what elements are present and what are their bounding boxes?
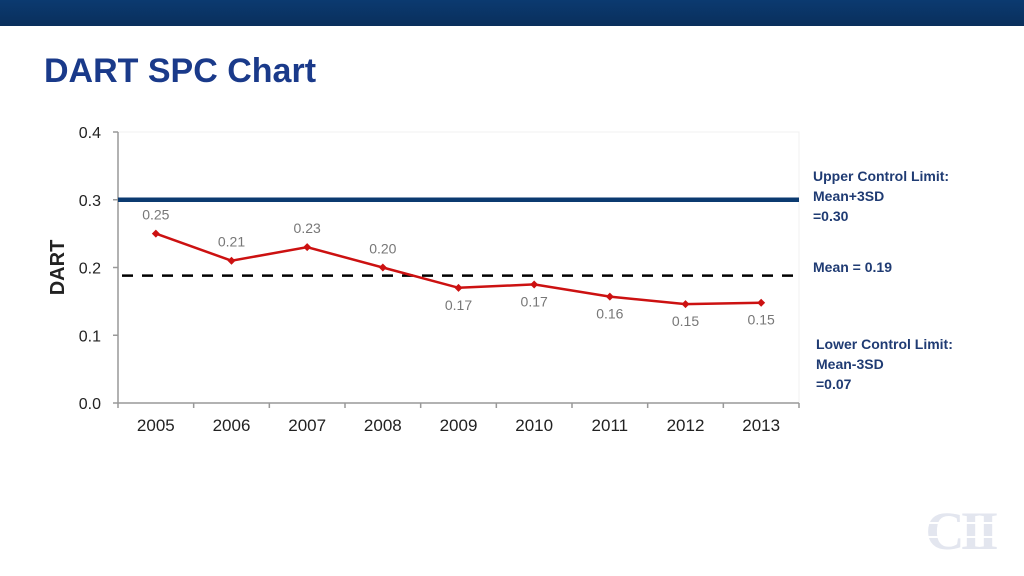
y-tick-label: 0.4	[79, 125, 101, 142]
data-label: 0.15	[748, 312, 775, 328]
data-label: 0.20	[369, 241, 396, 257]
data-point	[303, 243, 312, 252]
data-label: 0.17	[445, 297, 472, 313]
ucl-annotation-line-2: Mean+3SD	[813, 188, 885, 204]
ucl-annotation: Upper Control Limit: Mean+3SD =0.30	[813, 166, 949, 226]
y-axis-title: DART	[47, 240, 69, 296]
ucl-annotation-line-1: Upper Control Limit:	[813, 168, 950, 184]
mean-annotation-line: Mean = 0.19	[813, 259, 892, 275]
x-tick-label: 2009	[440, 416, 478, 435]
x-tick-label: 2011	[592, 416, 629, 435]
lcl-annotation-line-1: Lower Control Limit:	[816, 336, 953, 352]
data-point	[681, 300, 690, 309]
data-point	[454, 283, 463, 292]
data-label: 0.23	[294, 220, 321, 236]
ucl-annotation-line-3: =0.30	[813, 208, 849, 224]
x-tick-label: 2007	[288, 416, 326, 435]
x-tick-label: 2005	[137, 416, 175, 435]
lcl-annotation-line-2: Mean-3SD	[816, 356, 884, 372]
data-point	[227, 256, 236, 265]
data-point	[530, 280, 539, 289]
data-label: 0.21	[218, 234, 245, 250]
data-point	[757, 298, 766, 307]
plot-area	[117, 131, 800, 404]
y-tick-label: 0.1	[79, 328, 101, 345]
data-point	[378, 263, 387, 272]
data-label: 0.17	[521, 293, 548, 309]
lcl-annotation-line-3: =0.07	[816, 376, 852, 392]
slide-title: DART SPC Chart	[44, 52, 317, 90]
data-label: 0.16	[596, 306, 623, 322]
x-tick-label: 2006	[213, 416, 251, 435]
data-label: 0.15	[672, 313, 699, 329]
data-point	[605, 292, 614, 301]
data-point	[151, 229, 160, 238]
cii-logo: CII	[915, 505, 1005, 555]
top-banner	[0, 0, 1024, 26]
mean-annotation: Mean = 0.19	[813, 257, 892, 277]
x-tick-label: 2012	[667, 416, 705, 435]
x-tick-label: 2010	[515, 416, 553, 435]
svg-text:CII: CII	[925, 505, 997, 555]
x-tick-label: 2013	[742, 416, 780, 435]
lcl-annotation: Lower Control Limit: Mean-3SD =0.07	[816, 334, 953, 394]
y-tick-label: 0.2	[79, 261, 101, 278]
y-tick-label: 0.0	[79, 396, 101, 413]
data-label: 0.25	[142, 207, 169, 223]
y-tick-label: 0.3	[79, 193, 101, 210]
x-tick-label: 2008	[364, 416, 402, 435]
